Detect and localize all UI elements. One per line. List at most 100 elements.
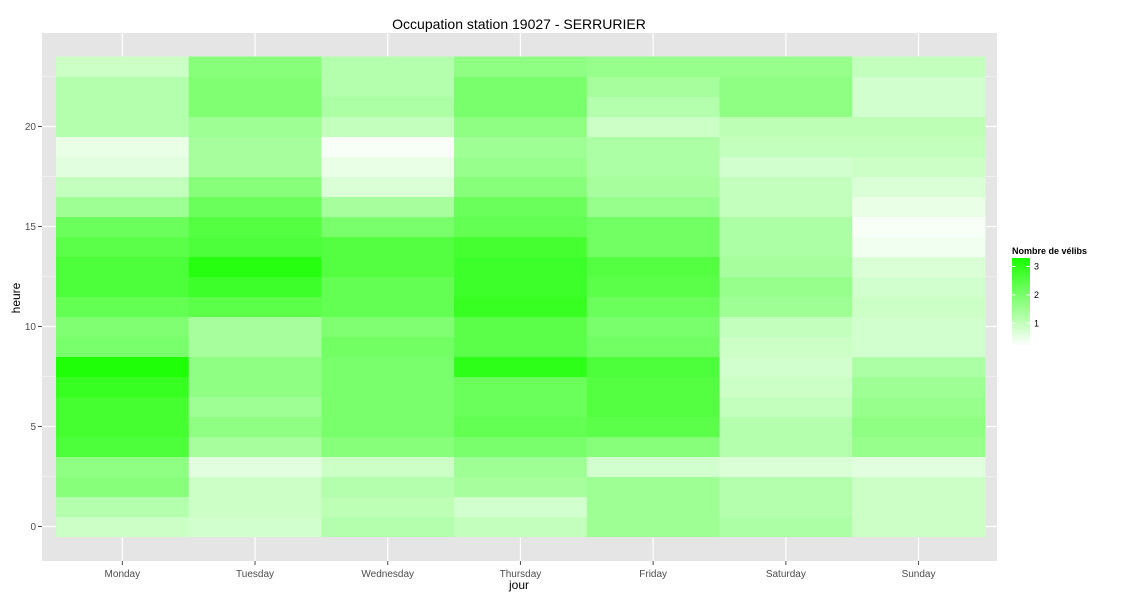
heatmap-tile xyxy=(454,416,588,437)
heatmap-tile xyxy=(188,136,322,157)
heatmap-tile xyxy=(321,516,455,537)
heatmap-tile xyxy=(454,196,588,217)
heatmap-tile xyxy=(852,136,986,157)
heatmap-tile xyxy=(719,296,853,317)
heatmap-tile xyxy=(852,416,986,437)
heatmap-tile xyxy=(454,216,588,237)
heatmap-tile xyxy=(719,316,853,337)
heatmap-tile xyxy=(719,436,853,457)
heatmap-tile xyxy=(586,356,720,377)
heatmap-tile xyxy=(188,276,322,297)
heatmap-tile xyxy=(56,396,190,417)
heatmap-tile xyxy=(321,196,455,217)
heatmap-tile xyxy=(188,96,322,117)
x-tick-label: Monday xyxy=(105,569,141,580)
heatmap-tile xyxy=(719,256,853,277)
heatmap-tile xyxy=(586,496,720,517)
color-legend: Nombre de vélibs 1 2 3 xyxy=(1012,246,1087,346)
heatmap-tile xyxy=(56,416,190,437)
heatmap-tile xyxy=(56,336,190,357)
heatmap-tile xyxy=(586,256,720,277)
heatmap-tile xyxy=(852,316,986,337)
heatmap-tile xyxy=(586,116,720,137)
heatmap-tile xyxy=(852,396,986,417)
heatmap-tile xyxy=(56,136,190,157)
heatmap-tile xyxy=(852,336,986,357)
heatmap-tile xyxy=(56,276,190,297)
heatmap-tile xyxy=(454,316,588,337)
heatmap-tile xyxy=(454,296,588,317)
heatmap-tile xyxy=(188,216,322,237)
heatmap-tile xyxy=(454,436,588,457)
heatmap-tile xyxy=(586,516,720,537)
heatmap-tile xyxy=(454,256,588,277)
heatmap-tile xyxy=(321,416,455,437)
heatmap-tile xyxy=(188,256,322,277)
heatmap-tile xyxy=(586,236,720,257)
heatmap-tile xyxy=(321,176,455,197)
heatmap-tile xyxy=(586,476,720,497)
heatmap-tile xyxy=(321,136,455,157)
heatmap-tile xyxy=(454,516,588,537)
heatmap-tile xyxy=(56,376,190,397)
heatmap-tile xyxy=(586,176,720,197)
heatmap-tile xyxy=(719,356,853,377)
heatmap-tile xyxy=(719,416,853,437)
heatmap-tile xyxy=(56,356,190,377)
heatmap-tile xyxy=(188,176,322,197)
heatmap-tile xyxy=(188,436,322,457)
y-axis-title: heure xyxy=(9,282,23,313)
heatmap-tile xyxy=(719,176,853,197)
heatmap-tile xyxy=(321,116,455,137)
legend-colorbar xyxy=(1012,258,1030,346)
heatmap-tile xyxy=(56,96,190,117)
legend-tick-label: 2 xyxy=(1034,290,1039,300)
heatmap-tile xyxy=(188,356,322,377)
heatmap-tile xyxy=(719,276,853,297)
heatmap-tile xyxy=(56,296,190,317)
heatmap-tile xyxy=(719,476,853,497)
heatmap-tile xyxy=(454,156,588,177)
x-tick-label: Tuesday xyxy=(236,569,274,580)
heatmap-tile xyxy=(852,116,986,137)
heatmap-tile xyxy=(56,236,190,257)
heatmap-tile xyxy=(321,376,455,397)
heatmap-tile xyxy=(321,496,455,517)
heatmap-tiles xyxy=(56,56,986,537)
heatmap-tile xyxy=(719,456,853,477)
axes: 0 5 10 15 20 Monday Tuesday Wednesday Thursday Fr… xyxy=(25,122,936,580)
legend-tick-label: 1 xyxy=(1034,318,1039,328)
heatmap-tile xyxy=(852,456,986,477)
heatmap-tile xyxy=(321,156,455,177)
heatmap-tile xyxy=(321,216,455,237)
heatmap-tile xyxy=(586,336,720,357)
heatmap-tile xyxy=(188,76,322,97)
heatmap-tile xyxy=(321,276,455,297)
heatmap-tile xyxy=(852,196,986,217)
heatmap-tile xyxy=(56,76,190,97)
heatmap-tile xyxy=(852,76,986,97)
heatmap-tile xyxy=(719,156,853,177)
heatmap-tile xyxy=(852,96,986,117)
x-tick-label: Thursday xyxy=(500,569,542,580)
heatmap-tile xyxy=(321,436,455,457)
heatmap-tile xyxy=(454,136,588,157)
heatmap-tile xyxy=(719,516,853,537)
heatmap-tile xyxy=(321,456,455,477)
heatmap-tile xyxy=(719,396,853,417)
heatmap-tile xyxy=(852,216,986,237)
heatmap-tile xyxy=(454,376,588,397)
heatmap-tile xyxy=(719,96,853,117)
heatmap-tile xyxy=(188,396,322,417)
heatmap-tile xyxy=(852,176,986,197)
heatmap-tile xyxy=(719,56,853,77)
heatmap-tile xyxy=(454,276,588,297)
heatmap-tile xyxy=(56,516,190,537)
heatmap-tile xyxy=(586,216,720,237)
heatmap-tile xyxy=(188,336,322,357)
heatmap-tile xyxy=(586,316,720,337)
heatmap-tile xyxy=(56,196,190,217)
heatmap-tile xyxy=(719,136,853,157)
heatmap-tile xyxy=(719,496,853,517)
